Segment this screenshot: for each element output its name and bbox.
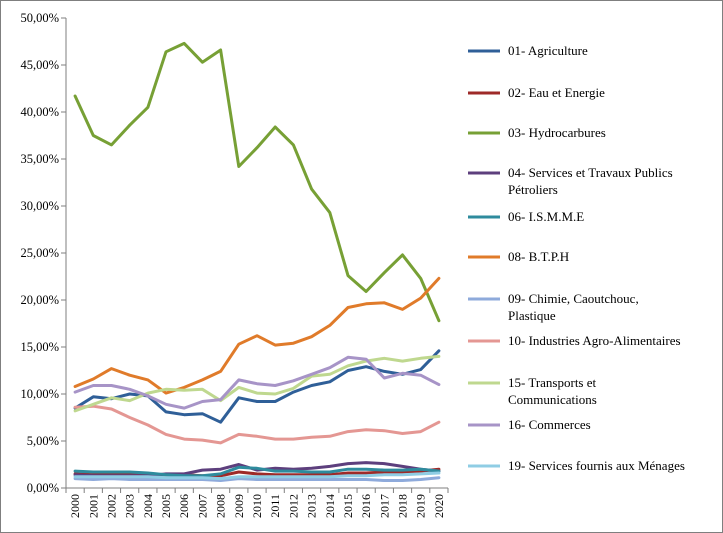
y-tick-label: 10,00% xyxy=(20,387,59,401)
x-tick-label: 2010 xyxy=(250,494,264,518)
legend-label: 15- Transports et xyxy=(508,375,597,390)
x-axis: 2000 2001 2002 2003 2004 2005 2006 2007 2008 2009… xyxy=(65,487,449,518)
series-line-2 xyxy=(73,41,441,323)
x-tick-label: 2018 xyxy=(396,494,410,518)
legend-label: 09- Chimie, Caoutchouc, xyxy=(508,291,639,306)
series-line-9 xyxy=(73,355,441,410)
y-tick-label: 40,00% xyxy=(20,105,59,119)
legend-label: 06- I.S.M.M.E xyxy=(508,209,584,224)
series-line-10 xyxy=(73,471,441,481)
x-tick-label: 2003 xyxy=(123,494,137,518)
legend-label: 19- Services fournis aux Ménages xyxy=(508,458,685,473)
x-tick-label: 2005 xyxy=(159,494,173,518)
y-tick-label: 20,00% xyxy=(20,293,59,307)
legend: 01- Agriculture 02- Eau et Energie 03- Hyd… xyxy=(468,43,685,473)
x-tick-label: 2000 xyxy=(68,494,82,518)
legend-label: 03- Hydrocarbures xyxy=(508,125,606,140)
x-tick-label: 2014 xyxy=(323,494,337,518)
y-tick-label: 15,00% xyxy=(20,340,59,354)
series-line-0 xyxy=(73,349,441,424)
x-tick-label: 2009 xyxy=(232,494,246,518)
x-tick-label: 2011 xyxy=(268,494,282,518)
x-tick-label: 2007 xyxy=(195,494,209,518)
y-tick-label: 25,00% xyxy=(20,246,59,260)
x-tick-label: 2013 xyxy=(305,494,319,518)
x-tick-label: 2019 xyxy=(414,494,428,518)
x-tick-label: 2020 xyxy=(432,494,446,518)
x-tick-label: 2012 xyxy=(286,494,300,518)
legend-label: 04- Services et Travaux Publics xyxy=(508,165,673,180)
series-line-5 xyxy=(73,276,441,395)
y-axis: 0,00% 5,00% 10,00% 15,00% 20,00% 25,00% 30,00%… xyxy=(20,11,67,495)
x-tick-label: 2006 xyxy=(177,494,191,518)
y-tick-label: 35,00% xyxy=(20,152,59,166)
series-line-8 xyxy=(73,354,441,413)
legend-label: 16- Commerces xyxy=(508,417,591,432)
legend-label: Plastique xyxy=(508,308,556,323)
y-tick-label: 30,00% xyxy=(20,199,59,213)
series-line-4 xyxy=(73,465,441,478)
x-tick-label: 2008 xyxy=(214,494,228,518)
x-tick-label: 2001 xyxy=(86,494,100,518)
x-tick-label: 2002 xyxy=(104,494,118,518)
legend-label: 01- Agriculture xyxy=(508,43,588,58)
y-tick-label: 5,00% xyxy=(27,434,59,448)
y-tick-label: 0,00% xyxy=(27,481,59,495)
legend-label: 10- Industries Agro-Alimentaires xyxy=(508,333,681,348)
y-tick-label: 50,00% xyxy=(20,11,59,25)
x-tick-label: 2004 xyxy=(141,494,155,518)
series-line-6 xyxy=(73,476,441,482)
series-line-7 xyxy=(73,404,441,445)
legend-label: 08- B.T.P.H xyxy=(508,249,569,264)
legend-label: Pétroliers xyxy=(508,182,558,197)
x-tick-label: 2016 xyxy=(359,494,373,518)
y-tick-label: 45,00% xyxy=(20,58,59,72)
legend-label: Communications xyxy=(508,392,597,407)
x-tick-label: 2017 xyxy=(377,494,391,518)
legend-label: 02- Eau et Energie xyxy=(508,85,605,100)
series-layer xyxy=(73,41,441,482)
x-tick-label: 2015 xyxy=(341,494,355,518)
